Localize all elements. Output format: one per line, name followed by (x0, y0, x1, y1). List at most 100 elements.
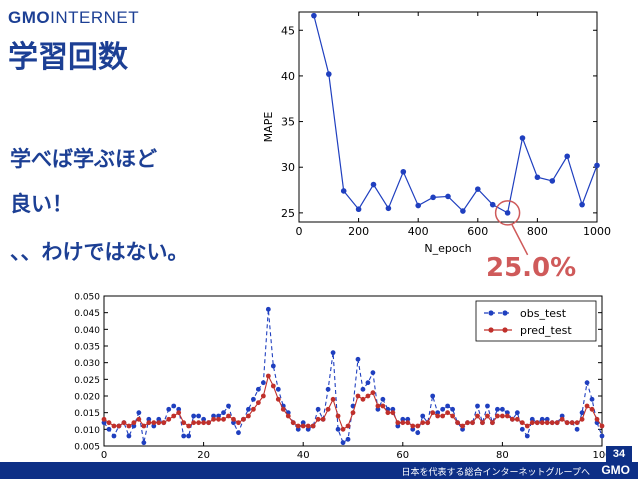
series-point-pred_test (584, 403, 590, 409)
series-point-obs_test (146, 416, 152, 422)
mape-point (549, 178, 556, 184)
series-point-obs_test (445, 403, 451, 409)
series-point-pred_test (201, 420, 207, 426)
series-point-obs_test (285, 410, 291, 416)
y-tick-label: 45 (281, 24, 295, 37)
series-point-obs_test (390, 406, 396, 412)
series-point-pred_test (470, 420, 475, 426)
series-point-pred_test (161, 420, 167, 426)
series-point-obs_test (360, 386, 366, 392)
plot-frame (298, 11, 598, 223)
y-tick-label: 0.050 (74, 293, 100, 303)
series-point-obs_test (470, 420, 475, 426)
series-point-obs_test (385, 406, 391, 412)
series-point-pred_test (136, 416, 142, 422)
mape-point (564, 153, 570, 160)
series-point-pred_test (380, 403, 386, 409)
mape-point (340, 188, 347, 194)
y-tick-label: 0.030 (74, 359, 100, 369)
mape-point (579, 201, 585, 208)
legend-marker-pred_test (488, 327, 494, 333)
highlight-pointer (510, 223, 529, 256)
series-point-obs_test (216, 413, 221, 419)
series-point-obs_test (315, 406, 321, 412)
series-point-obs_test (375, 406, 381, 412)
legend-label-obs_test: obs_test (520, 307, 567, 320)
series-point-obs_test (320, 416, 326, 422)
x-tick-label: 60 (396, 450, 409, 461)
series-point-pred_test (265, 373, 271, 379)
series-point-obs_test (490, 420, 495, 426)
series-point-obs_test (196, 413, 202, 419)
series-point-obs_test (440, 406, 446, 412)
slide-title: 学習回数 (8, 40, 128, 75)
series-point-obs_test (131, 423, 137, 429)
series-point-obs_test (236, 430, 241, 436)
series-point-pred_test (375, 403, 381, 409)
series-point-pred_test (320, 416, 326, 422)
footer-bar (0, 462, 638, 479)
series-point-pred_test (594, 416, 600, 422)
series-point-pred_test (534, 420, 540, 426)
series-point-pred_test (415, 423, 421, 429)
series-point-obs_test (141, 440, 147, 446)
series-point-pred_test (255, 400, 261, 406)
series-point-obs_test (106, 426, 112, 432)
series-point-pred_test (514, 416, 520, 422)
series-point-obs_test (549, 420, 555, 426)
series-point-obs_test (350, 403, 356, 409)
series-point-obs_test (395, 423, 401, 429)
mape-point (594, 162, 600, 169)
series-point-obs_test (480, 420, 485, 426)
series-point-pred_test (390, 410, 396, 416)
series-point-obs_test (544, 416, 550, 422)
series-point-obs_test (420, 413, 426, 419)
series-point-pred_test (589, 406, 595, 412)
series-point-obs_test (430, 393, 436, 399)
series-point-obs_test (355, 356, 361, 362)
series-point-pred_test (111, 423, 117, 429)
series-point-obs_test (176, 406, 182, 412)
series-point-pred_test (420, 420, 426, 426)
series-point-pred_test (226, 413, 231, 419)
logo-gmo-text: GMO (8, 8, 51, 27)
y-tick-label: 0.045 (74, 309, 100, 319)
series-point-obs_test (400, 416, 406, 422)
series-point-obs_test (310, 423, 316, 429)
series-point-obs_test (594, 420, 600, 426)
series-point-pred_test (549, 420, 555, 426)
mape-point (311, 12, 317, 19)
series-point-pred_test (156, 420, 162, 426)
series-point-pred_test (574, 420, 580, 426)
series-point-obs_test (305, 426, 311, 432)
series-point-obs_test (455, 420, 460, 426)
series-point-obs_test (405, 416, 411, 422)
series-point-obs_test (335, 426, 341, 432)
series-point-pred_test (350, 410, 356, 416)
series-point-pred_test (529, 420, 535, 426)
y-tick-label: 30 (281, 161, 295, 174)
series-point-pred_test (270, 383, 276, 389)
logo-internet-text: INTERNET (50, 8, 140, 27)
series-point-obs_test (574, 426, 580, 432)
series-point-pred_test (216, 416, 221, 422)
series-point-obs_test (181, 433, 187, 439)
series-point-obs_test (450, 406, 455, 412)
series-point-obs_test (300, 420, 306, 426)
mape-point (504, 210, 511, 216)
series-point-obs_test (211, 413, 216, 419)
series-point-obs_test (246, 406, 251, 412)
mape-point (489, 201, 496, 208)
series-point-pred_test (101, 416, 107, 422)
x-tick-label: 1000 (583, 225, 611, 238)
x-tick-label: 80 (496, 450, 509, 461)
mape-line (313, 15, 598, 214)
series-point-pred_test (370, 390, 376, 396)
series-point-pred_test (440, 413, 446, 419)
series-point-obs_test (265, 306, 271, 312)
series-point-pred_test (579, 416, 585, 422)
series-point-pred_test (480, 420, 485, 426)
series-point-obs_test (370, 370, 376, 376)
series-point-pred_test (355, 393, 361, 399)
plot-frame (103, 295, 603, 447)
